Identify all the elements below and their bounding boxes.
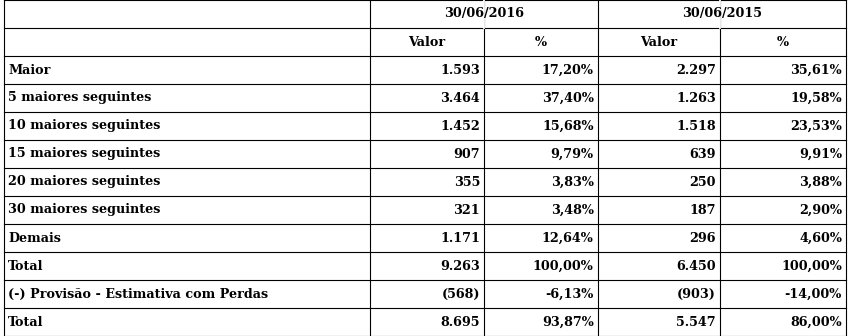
Text: 1.171: 1.171 (440, 232, 480, 245)
Text: 296: 296 (689, 232, 716, 245)
Text: 12,64%: 12,64% (541, 232, 593, 245)
Text: Valor: Valor (640, 36, 677, 48)
Text: 9,91%: 9,91% (799, 148, 842, 161)
Text: 3,48%: 3,48% (551, 204, 593, 216)
Text: 9.263: 9.263 (440, 259, 480, 272)
Text: (903): (903) (677, 288, 716, 300)
Text: 1.452: 1.452 (440, 120, 480, 132)
Text: 8.695: 8.695 (440, 316, 480, 329)
Text: 19,58%: 19,58% (790, 91, 842, 104)
Text: 187: 187 (689, 204, 716, 216)
Text: 10 maiores seguintes: 10 maiores seguintes (8, 120, 161, 132)
Text: Total: Total (8, 316, 43, 329)
Text: 1.263: 1.263 (676, 91, 716, 104)
Text: Valor: Valor (409, 36, 445, 48)
Text: 100,00%: 100,00% (533, 259, 593, 272)
Text: 5 maiores seguintes: 5 maiores seguintes (8, 91, 151, 104)
Text: 3.464: 3.464 (440, 91, 480, 104)
Text: 15,68%: 15,68% (542, 120, 593, 132)
Text: 100,00%: 100,00% (781, 259, 842, 272)
Text: 321: 321 (453, 204, 480, 216)
Text: 5.547: 5.547 (676, 316, 716, 329)
Text: 17,20%: 17,20% (541, 64, 593, 77)
Text: %: % (535, 36, 547, 48)
Text: 93,87%: 93,87% (541, 316, 593, 329)
Text: 9,79%: 9,79% (551, 148, 593, 161)
Text: -14,00%: -14,00% (785, 288, 842, 300)
Text: 6.450: 6.450 (676, 259, 716, 272)
Text: 2.297: 2.297 (676, 64, 716, 77)
Text: 2,90%: 2,90% (799, 204, 842, 216)
Text: 86,00%: 86,00% (790, 316, 842, 329)
Text: Maior: Maior (8, 64, 50, 77)
Text: 30/06/2016: 30/06/2016 (444, 7, 524, 20)
Text: 639: 639 (689, 148, 716, 161)
Text: Total: Total (8, 259, 43, 272)
Text: -6,13%: -6,13% (546, 288, 593, 300)
Text: (568): (568) (441, 288, 480, 300)
Text: Demais: Demais (8, 232, 61, 245)
Text: 37,40%: 37,40% (541, 91, 593, 104)
Text: 20 maiores seguintes: 20 maiores seguintes (8, 175, 161, 188)
Text: 250: 250 (689, 175, 716, 188)
Text: (-) Provisão - Estimativa com Perdas: (-) Provisão - Estimativa com Perdas (8, 288, 268, 300)
Text: 1.593: 1.593 (440, 64, 480, 77)
Text: 23,53%: 23,53% (790, 120, 842, 132)
Text: 15 maiores seguintes: 15 maiores seguintes (8, 148, 161, 161)
Text: 4,60%: 4,60% (799, 232, 842, 245)
Text: 3,88%: 3,88% (799, 175, 842, 188)
Text: 30 maiores seguintes: 30 maiores seguintes (8, 204, 161, 216)
Text: 355: 355 (454, 175, 480, 188)
Text: %: % (777, 36, 789, 48)
Text: 3,83%: 3,83% (551, 175, 593, 188)
Text: 907: 907 (453, 148, 480, 161)
Text: 1.518: 1.518 (676, 120, 716, 132)
Text: 30/06/2015: 30/06/2015 (682, 7, 762, 20)
Text: 35,61%: 35,61% (790, 64, 842, 77)
